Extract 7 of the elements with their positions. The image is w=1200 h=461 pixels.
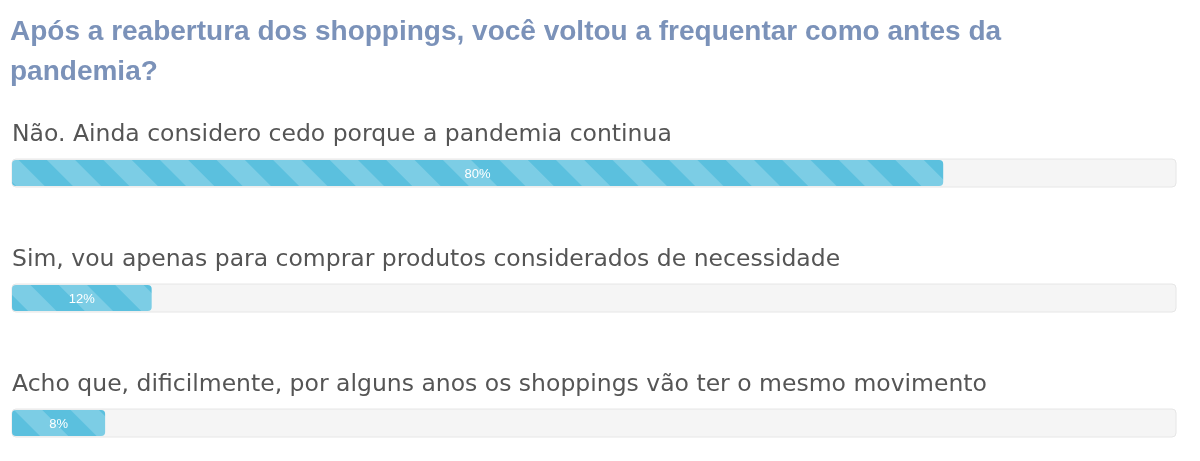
data-label: 80%	[464, 166, 492, 181]
y-tick-label: Sim, vou apenas para comprar produtos considerados de necessidade	[12, 244, 841, 272]
chart-title: Após a reabertura dos shoppings, você voltou a frequentar como antes da pandemia?	[10, 15, 1002, 86]
data-label: 12%	[68, 291, 96, 306]
y-tick-label: Não. Ainda considero cedo porque a pandemia continua	[12, 119, 672, 147]
y-tick-label: Acho que, dificilmente, por alguns anos os shoppings vão ter o mesmo movimento	[12, 369, 987, 397]
data-label: 8%	[49, 416, 69, 431]
